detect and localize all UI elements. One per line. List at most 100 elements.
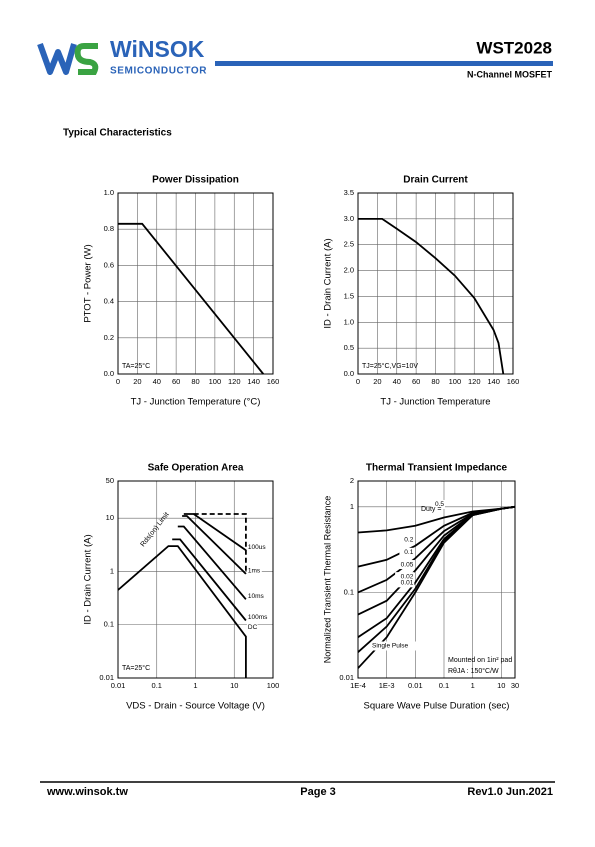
chart: Drain Current 0 20 40 60 80 100 120 140 160 0.0 0.5… bbox=[323, 175, 520, 408]
label-bg bbox=[399, 547, 415, 557]
series-label: DC bbox=[248, 624, 258, 631]
x-tick-label: 60 bbox=[412, 377, 420, 386]
series-label: 0.01 bbox=[401, 580, 414, 587]
x-tick-label: 10 bbox=[230, 681, 238, 690]
label-bg bbox=[246, 613, 271, 623]
y-tick-label: 2.5 bbox=[344, 240, 354, 249]
footer-website: www.winsok.tw bbox=[46, 786, 128, 798]
annotation: TA=25°C bbox=[122, 362, 150, 370]
y-tick-label: 10 bbox=[106, 513, 114, 522]
y-tick-label: 0.0 bbox=[104, 369, 114, 378]
chart-title: Drain Current bbox=[403, 175, 468, 186]
y-tick-label: 3.0 bbox=[344, 214, 354, 223]
x-tick-label: 160 bbox=[507, 377, 520, 386]
plot-frame bbox=[117, 192, 274, 375]
y-tick-label: 1.0 bbox=[344, 317, 354, 326]
x-tick-label: 1 bbox=[193, 681, 197, 690]
x-axis-label: TJ - Junction Temperature (°C) bbox=[131, 397, 261, 408]
chart: Safe Operation Area 0.01 0.1 1 10 100 0.01 0.1 1… bbox=[83, 463, 280, 712]
x-tick-label: 100 bbox=[209, 377, 222, 386]
x-tick-label: 0 bbox=[116, 377, 120, 386]
y-tick-label: 0.6 bbox=[104, 260, 114, 269]
x-tick-label: 160 bbox=[267, 377, 280, 386]
y-tick-label: 0.2 bbox=[104, 333, 114, 342]
chart: Power Dissipation 0 20 40 60 80 100 120 140 160 0.… bbox=[83, 175, 280, 408]
series-label: 1ms bbox=[248, 568, 261, 575]
y-tick-label: 1 bbox=[350, 502, 354, 511]
series-line bbox=[357, 505, 516, 669]
footer-revision: Rev1.0 Jun.2021 bbox=[467, 786, 553, 798]
series-line bbox=[358, 218, 505, 375]
label-bg bbox=[399, 535, 415, 545]
y-axis-label: PTOT - Power (W) bbox=[83, 244, 94, 322]
label-bg bbox=[246, 566, 262, 576]
y-tick-label: 0.0 bbox=[344, 369, 354, 378]
x-tick-label: 0.1 bbox=[439, 681, 449, 690]
x-tick-label: 40 bbox=[153, 377, 161, 386]
logo-subtext: SEMICONDUCTOR bbox=[110, 66, 207, 77]
y-tick-label: 3.5 bbox=[344, 188, 354, 197]
part-number: WST2028 bbox=[476, 38, 552, 57]
part-subtitle: N-Channel MOSFET bbox=[467, 69, 553, 79]
y-tick-label: 0.01 bbox=[339, 673, 354, 682]
x-tick-label: 100 bbox=[449, 377, 462, 386]
y-tick-label: 0.1 bbox=[344, 587, 354, 596]
series-label: 0.1 bbox=[404, 549, 413, 556]
label-bg bbox=[395, 560, 415, 570]
y-tick-label: 0.1 bbox=[104, 620, 114, 629]
x-tick-label: 140 bbox=[487, 377, 500, 386]
y-axis-label: ID - Drain Current (A) bbox=[323, 238, 334, 328]
x-tick-label: 0.01 bbox=[111, 681, 126, 690]
logo-text: WiNSOK bbox=[110, 36, 205, 62]
x-tick-label: 1E-3 bbox=[379, 681, 395, 690]
x-axis-label: Square Wave Pulse Duration (sec) bbox=[364, 701, 510, 712]
series-label: 0.02 bbox=[401, 573, 414, 580]
logo-mark bbox=[37, 42, 99, 75]
x-tick-label: 1 bbox=[471, 681, 475, 690]
x-tick-label: 80 bbox=[431, 377, 439, 386]
series-line bbox=[182, 515, 247, 575]
y-axis-label: Normalized Transient Thermal Resistance bbox=[322, 496, 332, 663]
x-axis-label: VDS - Drain - Source Voltage (V) bbox=[126, 701, 265, 712]
series-line bbox=[193, 513, 247, 574]
header-bar bbox=[215, 61, 553, 66]
x-tick-label: 100 bbox=[267, 681, 280, 690]
series-line bbox=[118, 222, 265, 375]
x-tick-label: 10 bbox=[497, 681, 505, 690]
series-label: Single Pulse bbox=[372, 643, 409, 650]
x-tick-label: 20 bbox=[373, 377, 381, 386]
series-line bbox=[172, 538, 247, 622]
chart-title: Power Dissipation bbox=[152, 175, 239, 186]
chart-title: Safe Operation Area bbox=[148, 463, 244, 474]
label-bg bbox=[246, 542, 271, 552]
series-label: 10ms bbox=[248, 593, 265, 600]
x-tick-label: 20 bbox=[133, 377, 141, 386]
plot-frame bbox=[117, 480, 274, 679]
label-bg bbox=[246, 591, 267, 601]
y-tick-label: 0.4 bbox=[104, 297, 114, 306]
y-tick-label: 1 bbox=[110, 566, 114, 575]
plot-frame bbox=[357, 192, 514, 375]
y-tick-label: 2.0 bbox=[344, 266, 354, 275]
label-bg bbox=[395, 572, 415, 582]
y-axis-label: ID - Drain Current (A) bbox=[83, 534, 94, 624]
x-tick-label: 0 bbox=[356, 377, 360, 386]
y-tick-label: 1.5 bbox=[344, 291, 354, 300]
series-label: 0.5 bbox=[435, 501, 444, 508]
series-label: 0.2 bbox=[404, 537, 413, 544]
label-bg bbox=[430, 499, 445, 509]
x-tick-label: 140 bbox=[247, 377, 260, 386]
footer-page: Page 3 bbox=[300, 786, 335, 798]
y-tick-label: 2 bbox=[350, 476, 354, 485]
x-tick-label: 120 bbox=[468, 377, 481, 386]
plot-frame bbox=[357, 480, 516, 679]
section-title: Typical Characteristics bbox=[63, 128, 172, 139]
x-tick-label: 120 bbox=[228, 377, 241, 386]
x-axis-label: TJ - Junction Temperature bbox=[380, 397, 490, 408]
x-tick-label: 1E-4 bbox=[350, 681, 366, 690]
series-label: 100us bbox=[248, 544, 266, 551]
x-tick-label: 40 bbox=[393, 377, 401, 386]
